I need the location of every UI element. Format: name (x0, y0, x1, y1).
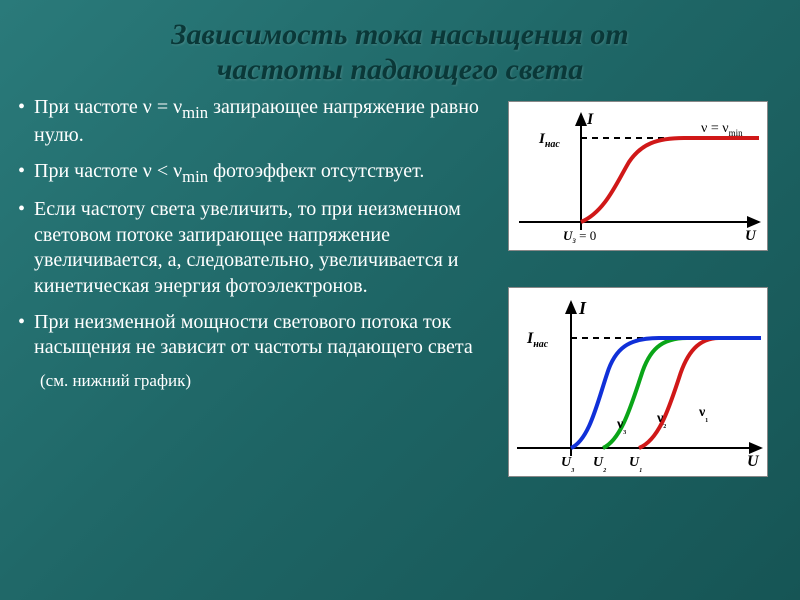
bullet-item: При неизменной мощности светового потока… (12, 310, 500, 361)
svg-text:I: I (578, 298, 587, 318)
title-line-1: Зависимость тока насыщения от (20, 18, 780, 53)
content-area: При частоте ν = νmin запирающее напряжен… (0, 95, 800, 477)
chart-saturation-multi: ν₁U₁ν₂U₂ν₃U₃IUIнас (508, 287, 768, 477)
title-line-2: частоты падающего света (20, 53, 780, 88)
bullet-list: При частоте ν = νmin запирающее напряжен… (12, 95, 500, 361)
chart-saturation-single: I Iнас U Uз = 0 ν = νmin (508, 101, 768, 251)
svg-text:U: U (745, 228, 757, 244)
svg-text:I: I (586, 111, 594, 128)
bullet-item: При частоте ν = νmin запирающее напряжен… (12, 95, 500, 149)
svg-text:U₂: U₂ (593, 455, 607, 473)
bullet-list-container: При частоте ν = νmin запирающее напряжен… (12, 95, 508, 477)
svg-text:ν₁: ν₁ (698, 405, 708, 423)
svg-text:U₃: U₃ (561, 455, 575, 473)
bullet-item: При частоте ν < νmin фотоэффект отсутств… (12, 159, 500, 187)
svg-text:U₁: U₁ (629, 455, 643, 473)
bullet-item: Если частоту света увеличить, то при неи… (12, 197, 500, 299)
svg-text:Uз = 0: Uз = 0 (563, 228, 596, 245)
slide-title: Зависимость тока насыщения от частоты па… (0, 0, 800, 95)
svg-text:ν = νmin: ν = νmin (701, 121, 743, 138)
svg-text:U: U (747, 453, 760, 470)
footnote: (см. нижний график) (12, 371, 500, 391)
svg-text:Iнас: Iнас (538, 131, 560, 150)
svg-text:Iнас: Iнас (526, 330, 549, 350)
charts-column: IIнасUUз = 0ν = νmin ν₁U₁ν₂U₂ν₃U₃IUIнас (508, 95, 788, 477)
